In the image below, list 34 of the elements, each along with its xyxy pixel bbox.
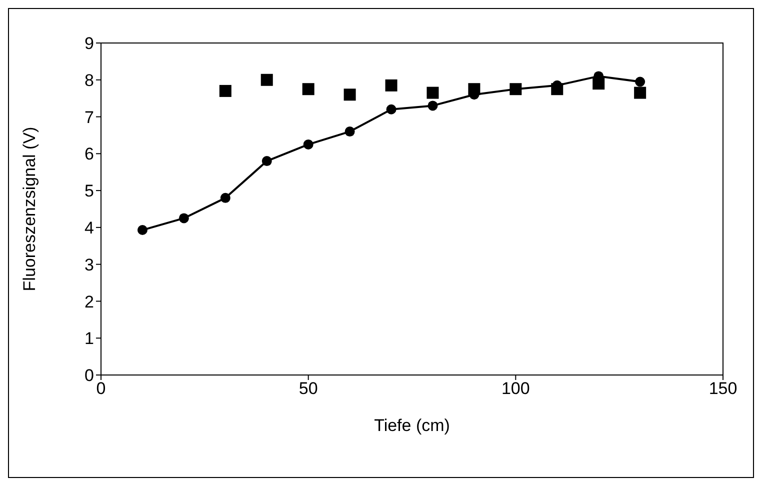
point bbox=[428, 100, 438, 111]
x-axis-title: Tiefe (cm) bbox=[374, 416, 450, 435]
y-tick-label: 0 bbox=[84, 366, 94, 386]
point bbox=[635, 76, 646, 87]
point bbox=[468, 83, 480, 96]
point bbox=[260, 74, 273, 86]
point bbox=[344, 88, 356, 101]
y-tick-label: 6 bbox=[84, 144, 94, 164]
point bbox=[592, 78, 605, 90]
x-tick-label: 150 bbox=[708, 379, 738, 398]
y-tick-label: 8 bbox=[84, 70, 94, 90]
y-axis-title: Fluoreszenzsignal (V) bbox=[20, 126, 40, 292]
point bbox=[219, 84, 232, 97]
point bbox=[386, 104, 396, 114]
y-tick-label: 1 bbox=[84, 329, 94, 348]
x-tick-label: 50 bbox=[298, 379, 318, 398]
point bbox=[178, 213, 189, 224]
y-tick-label: 2 bbox=[84, 292, 94, 312]
y-tick-label: 3 bbox=[84, 255, 94, 274]
point bbox=[220, 192, 230, 203]
point bbox=[137, 225, 148, 236]
point bbox=[262, 156, 272, 166]
y-tick-label: 9 bbox=[84, 34, 94, 54]
y-tick-label: 5 bbox=[84, 182, 94, 201]
x-tick-label: 100 bbox=[501, 379, 530, 398]
point bbox=[426, 86, 439, 99]
point bbox=[385, 79, 398, 92]
point bbox=[303, 139, 314, 150]
point bbox=[344, 126, 355, 137]
point bbox=[302, 83, 314, 96]
point bbox=[634, 86, 646, 99]
y-tick-label: 7 bbox=[84, 108, 94, 127]
point bbox=[551, 83, 564, 96]
y-tick-label: 4 bbox=[84, 218, 94, 238]
